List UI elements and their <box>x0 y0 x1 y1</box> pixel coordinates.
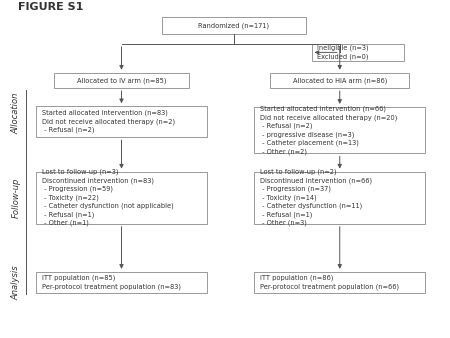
Text: ITT population (n=85)
Per-protocol treatment population (n=83): ITT population (n=85) Per-protocol treat… <box>42 275 181 290</box>
Text: FIGURE S1: FIGURE S1 <box>18 2 83 12</box>
Text: Lost to follow-up (n=2)
Discontinued intervention (n=66)
 - Progression (n=37)
 : Lost to follow-up (n=2) Discontinued int… <box>260 169 372 226</box>
FancyBboxPatch shape <box>54 73 189 88</box>
FancyBboxPatch shape <box>270 73 410 88</box>
Text: Started allocated intervention (n=66)
Did not receive allocated therapy (n=20)
 : Started allocated intervention (n=66) Di… <box>260 106 397 154</box>
FancyBboxPatch shape <box>254 107 425 153</box>
Text: ITT population (n=86)
Per-protocol treatment population (n=66): ITT population (n=86) Per-protocol treat… <box>260 275 399 290</box>
Text: Follow-up: Follow-up <box>12 177 21 218</box>
FancyBboxPatch shape <box>36 172 207 224</box>
Text: Allocation: Allocation <box>12 93 21 134</box>
FancyBboxPatch shape <box>254 172 425 224</box>
Text: Ineligible (n=3)
Excluded (n=0): Ineligible (n=3) Excluded (n=0) <box>318 45 369 60</box>
FancyBboxPatch shape <box>36 272 207 293</box>
Text: Analysis: Analysis <box>12 265 21 299</box>
Text: Started allocated intervention (n=83)
Did not receive allocated therapy (n=2)
 -: Started allocated intervention (n=83) Di… <box>42 110 175 134</box>
FancyBboxPatch shape <box>162 17 306 34</box>
FancyBboxPatch shape <box>311 44 404 61</box>
Text: Allocated to IV arm (n=85): Allocated to IV arm (n=85) <box>77 77 166 84</box>
Text: Allocated to HIA arm (n=86): Allocated to HIA arm (n=86) <box>292 77 387 84</box>
Text: Lost to follow-up (n=3)
Discontinued intervention (n=83)
 - Progression (n=59)
 : Lost to follow-up (n=3) Discontinued int… <box>42 169 174 226</box>
FancyBboxPatch shape <box>36 106 207 137</box>
Text: Randomized (n=171): Randomized (n=171) <box>198 22 270 29</box>
FancyBboxPatch shape <box>254 272 425 293</box>
